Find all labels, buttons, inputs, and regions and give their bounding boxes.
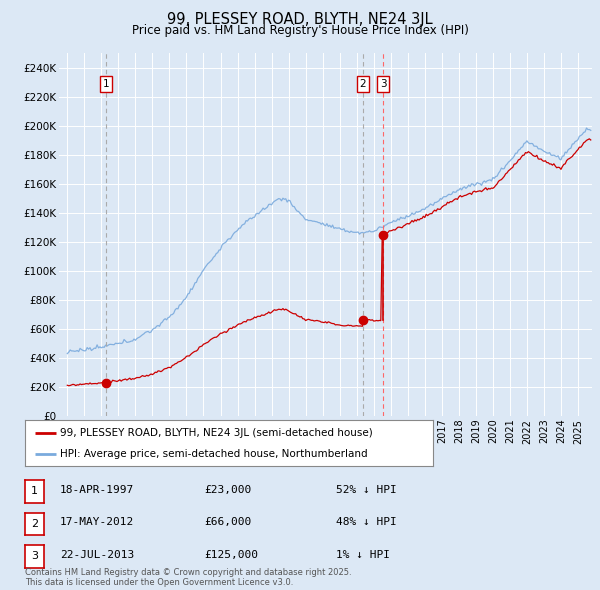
Text: 17-MAY-2012: 17-MAY-2012 — [60, 517, 134, 527]
Text: £66,000: £66,000 — [204, 517, 251, 527]
Text: 22-JUL-2013: 22-JUL-2013 — [60, 550, 134, 559]
Text: HPI: Average price, semi-detached house, Northumberland: HPI: Average price, semi-detached house,… — [60, 448, 368, 458]
Text: 3: 3 — [31, 552, 38, 561]
Text: £125,000: £125,000 — [204, 550, 258, 559]
Text: 3: 3 — [380, 79, 386, 89]
Text: 1: 1 — [31, 487, 38, 496]
Text: 2: 2 — [31, 519, 38, 529]
Text: £23,000: £23,000 — [204, 485, 251, 494]
Text: Contains HM Land Registry data © Crown copyright and database right 2025.
This d: Contains HM Land Registry data © Crown c… — [25, 568, 352, 587]
Text: 48% ↓ HPI: 48% ↓ HPI — [336, 517, 397, 527]
Text: 18-APR-1997: 18-APR-1997 — [60, 485, 134, 494]
Text: 99, PLESSEY ROAD, BLYTH, NE24 3JL (semi-detached house): 99, PLESSEY ROAD, BLYTH, NE24 3JL (semi-… — [60, 428, 373, 438]
Text: 2: 2 — [359, 79, 367, 89]
Text: Price paid vs. HM Land Registry's House Price Index (HPI): Price paid vs. HM Land Registry's House … — [131, 24, 469, 37]
Text: 52% ↓ HPI: 52% ↓ HPI — [336, 485, 397, 494]
Text: 1% ↓ HPI: 1% ↓ HPI — [336, 550, 390, 559]
Text: 99, PLESSEY ROAD, BLYTH, NE24 3JL: 99, PLESSEY ROAD, BLYTH, NE24 3JL — [167, 12, 433, 27]
Text: 1: 1 — [103, 79, 110, 89]
